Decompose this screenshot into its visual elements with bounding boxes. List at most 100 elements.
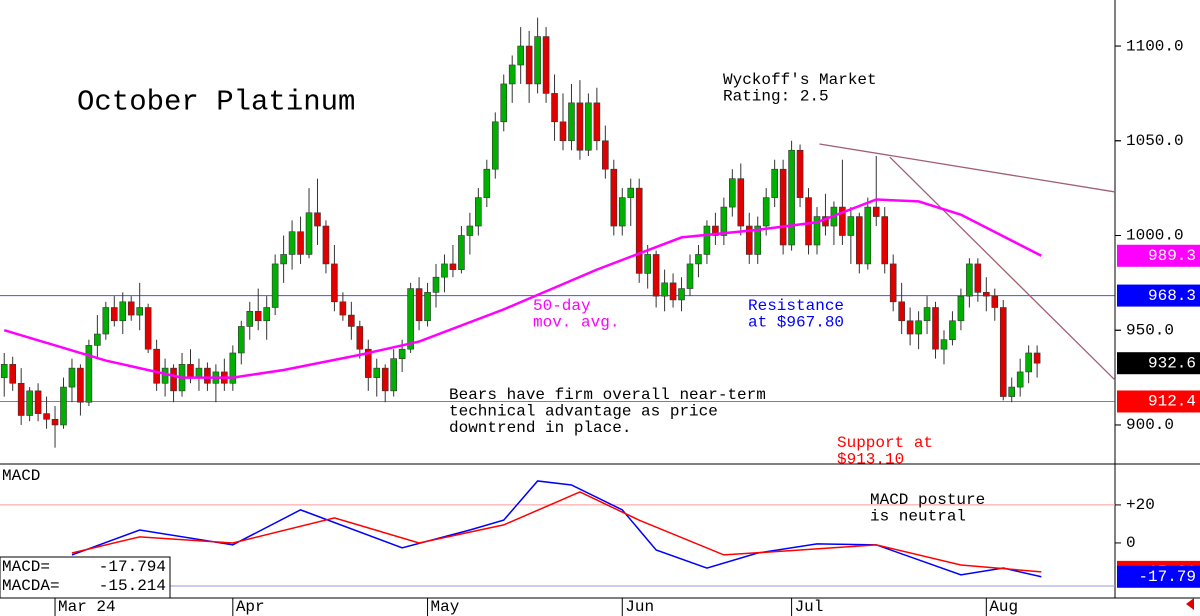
x-tick-label: May: [431, 598, 460, 616]
annotation: at $967.80: [748, 314, 844, 332]
candle-body: [466, 225, 474, 236]
candle-body: [229, 352, 237, 384]
candle-body: [999, 307, 1007, 397]
candle-body: [94, 333, 101, 346]
candle-body: [390, 358, 397, 392]
candle-body: [729, 178, 736, 208]
scroll-arrow[interactable]: [1186, 598, 1194, 610]
candle-body: [957, 295, 965, 322]
candle-body: [85, 345, 93, 403]
candle-body: [906, 320, 914, 335]
annotation: MACD posture: [870, 491, 985, 509]
candle-body: [508, 64, 516, 85]
candle-body: [356, 326, 364, 350]
candle-body: [43, 413, 50, 420]
line-series: [3, 198, 1042, 379]
chart-title: October Platinum: [77, 86, 355, 119]
candle-body: [373, 367, 381, 378]
annotation: $913.10: [837, 451, 904, 469]
candle-body: [331, 263, 338, 303]
candle-body: [314, 212, 321, 227]
candle-body: [966, 263, 973, 297]
annotation: mov. avg.: [533, 314, 619, 332]
candle-body: [788, 149, 795, 246]
candle-body: [381, 367, 389, 392]
candle-body: [280, 254, 287, 265]
candle-body: [974, 263, 982, 293]
candle-body: [26, 390, 33, 416]
candle-body: [51, 418, 59, 426]
candle-body: [415, 288, 423, 322]
candle-body: [618, 197, 626, 227]
line-series: [71, 491, 1042, 573]
candle-body: [153, 348, 160, 384]
candle-body: [322, 225, 330, 265]
value-box-label: 989.3: [1148, 247, 1196, 265]
candle-body: [983, 292, 990, 297]
candle-body: [762, 197, 770, 227]
candle-body: [517, 45, 524, 66]
legend-value: -17.794: [99, 558, 166, 576]
candle-body: [534, 36, 541, 85]
annotation: technical advantage as price: [449, 403, 718, 421]
candle-body: [297, 231, 304, 255]
candle-body: [525, 45, 533, 85]
candle-body: [813, 216, 821, 246]
candle-body: [77, 367, 84, 403]
candle-body: [60, 386, 67, 426]
candle-body: [712, 225, 719, 236]
y-tick-label: +20: [1126, 496, 1155, 514]
y-tick-label: 1100.0: [1126, 37, 1184, 55]
macd-title: MACD: [2, 467, 40, 485]
value-box-label: 932.6: [1148, 354, 1196, 372]
candle-body: [246, 310, 254, 327]
trend-line: [819, 143, 1116, 193]
candle-body: [940, 339, 948, 350]
candle-body: [475, 197, 482, 227]
candle-body: [703, 225, 711, 255]
candle-body: [271, 263, 279, 308]
candle-body: [678, 288, 685, 301]
candle-body: [686, 263, 694, 289]
candle-body: [1025, 352, 1032, 373]
candle-body: [856, 216, 863, 265]
candle-body: [881, 216, 889, 265]
value-box: [1117, 390, 1200, 413]
candle-body: [483, 168, 491, 198]
candle-body: [187, 364, 194, 378]
candle-body: [68, 367, 76, 388]
candle-body: [593, 102, 601, 142]
candle-body: [576, 102, 584, 151]
candle-body: [754, 225, 762, 255]
candle-body: [805, 197, 812, 246]
candle-body: [9, 364, 16, 384]
legend-name: MACD=: [2, 558, 50, 576]
candle-body: [644, 254, 651, 274]
candle-body: [652, 254, 660, 297]
annotation: Support at: [837, 434, 933, 452]
candle-body: [635, 187, 643, 274]
candle-body: [745, 225, 753, 255]
candle-body: [889, 263, 897, 303]
candle-body: [170, 367, 177, 392]
y-tick-label: 0: [1126, 534, 1136, 552]
candle-body: [432, 276, 440, 293]
candle-body: [720, 206, 728, 236]
candle-body: [424, 292, 431, 322]
y-tick-label: 950.0: [1126, 321, 1174, 339]
value-box-label: 968.3: [1148, 287, 1196, 305]
candle-body: [991, 295, 999, 308]
x-tick-label: Jun: [625, 598, 654, 616]
value-box: [1117, 244, 1200, 267]
candle-body: [602, 140, 609, 170]
candle-body: [839, 206, 846, 236]
candle-body: [0, 364, 8, 378]
candle-body: [661, 282, 668, 297]
candle-body: [348, 314, 355, 327]
candle-body: [204, 367, 211, 384]
candle-body: [779, 168, 787, 246]
candle-body: [195, 367, 203, 378]
candle-body: [1008, 386, 1016, 397]
candle-body: [1016, 371, 1024, 388]
x-tick-label: Aug: [989, 598, 1018, 616]
